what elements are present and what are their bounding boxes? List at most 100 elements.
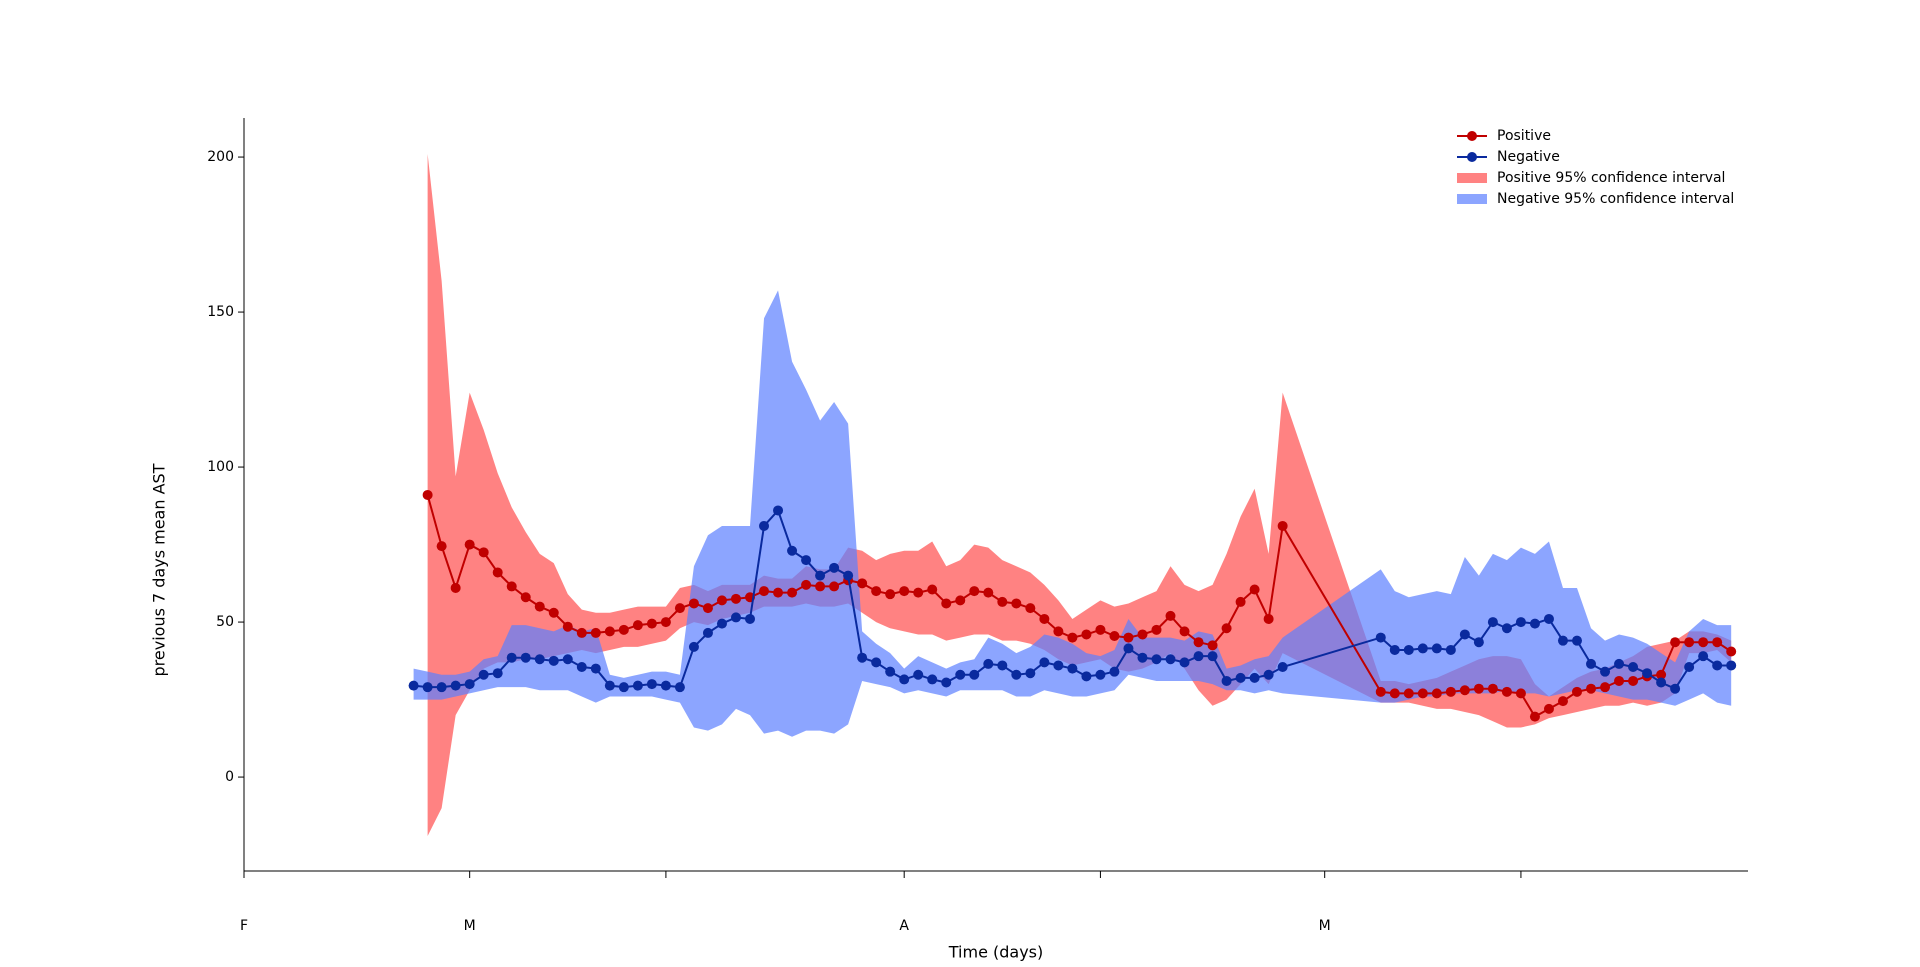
point (1123, 632, 1134, 643)
point (604, 626, 615, 637)
point (534, 601, 545, 612)
point (1221, 675, 1232, 686)
point (1375, 632, 1386, 643)
point (1698, 637, 1709, 648)
point (1137, 629, 1148, 640)
point (1207, 640, 1218, 651)
point (1011, 669, 1022, 680)
point (464, 539, 475, 550)
point (997, 660, 1008, 671)
point (1529, 618, 1540, 629)
point (1726, 646, 1737, 657)
point (1025, 603, 1036, 614)
point (941, 677, 952, 688)
point (759, 520, 770, 531)
point (815, 581, 826, 592)
y-tick-label: 50 (216, 614, 234, 630)
point (1193, 637, 1204, 648)
point (1207, 651, 1218, 662)
point (1123, 643, 1134, 654)
point (1221, 623, 1232, 634)
point (969, 669, 980, 680)
confidence-band (413, 290, 1732, 737)
point (745, 613, 756, 624)
point (422, 682, 433, 693)
point (1684, 637, 1695, 648)
x-axis-label: Time (days) (948, 943, 1044, 962)
point (815, 570, 826, 581)
point (1025, 668, 1036, 679)
point (1614, 658, 1625, 669)
point (632, 620, 643, 631)
point (1375, 686, 1386, 697)
point (562, 654, 573, 665)
point (913, 669, 924, 680)
point (1053, 660, 1064, 671)
point (506, 581, 517, 592)
point (464, 679, 475, 690)
point (1600, 666, 1611, 677)
point (759, 586, 770, 597)
point (1081, 629, 1092, 640)
point (1586, 683, 1597, 694)
point (562, 621, 573, 632)
point (1277, 520, 1288, 531)
point (1459, 629, 1470, 640)
point (590, 663, 601, 674)
point (478, 547, 489, 558)
point (478, 669, 489, 680)
point (1445, 686, 1456, 697)
point (801, 555, 812, 566)
point (1249, 672, 1260, 683)
legend-label: Positive 95% confidence interval (1497, 170, 1725, 186)
point (1389, 644, 1400, 655)
point (1501, 623, 1512, 634)
point (646, 618, 657, 629)
point (927, 674, 938, 685)
x-tick-label: M (464, 918, 476, 934)
point (702, 627, 713, 638)
x-tick-label: F (240, 918, 248, 934)
legend-marker (1467, 152, 1477, 162)
x-tick-label: M (1319, 918, 1331, 934)
point (1543, 703, 1554, 714)
point (1179, 626, 1190, 637)
point (1571, 686, 1582, 697)
point (871, 657, 882, 668)
point (1165, 610, 1176, 621)
point (955, 595, 966, 606)
point (1670, 637, 1681, 648)
point (1684, 662, 1695, 673)
point (674, 603, 685, 614)
series-line (426, 494, 1732, 718)
point (450, 582, 461, 593)
point (506, 652, 517, 663)
point (632, 680, 643, 691)
point (843, 570, 854, 581)
point (520, 592, 531, 603)
point (871, 586, 882, 597)
point (422, 489, 433, 500)
point (1417, 688, 1428, 699)
point (969, 586, 980, 597)
point (1151, 654, 1162, 665)
point (1095, 669, 1106, 680)
point (436, 682, 447, 693)
legend-label: Negative (1497, 149, 1560, 165)
point (787, 545, 798, 556)
point (1600, 682, 1611, 693)
point (660, 680, 671, 691)
point (885, 666, 896, 677)
point (688, 641, 699, 652)
point (1459, 685, 1470, 696)
point (1445, 644, 1456, 655)
point (997, 596, 1008, 607)
point (1179, 657, 1190, 668)
point (1487, 683, 1498, 694)
point (646, 679, 657, 690)
point (534, 654, 545, 665)
point (1011, 598, 1022, 609)
y-tick-label: 150 (207, 304, 234, 320)
